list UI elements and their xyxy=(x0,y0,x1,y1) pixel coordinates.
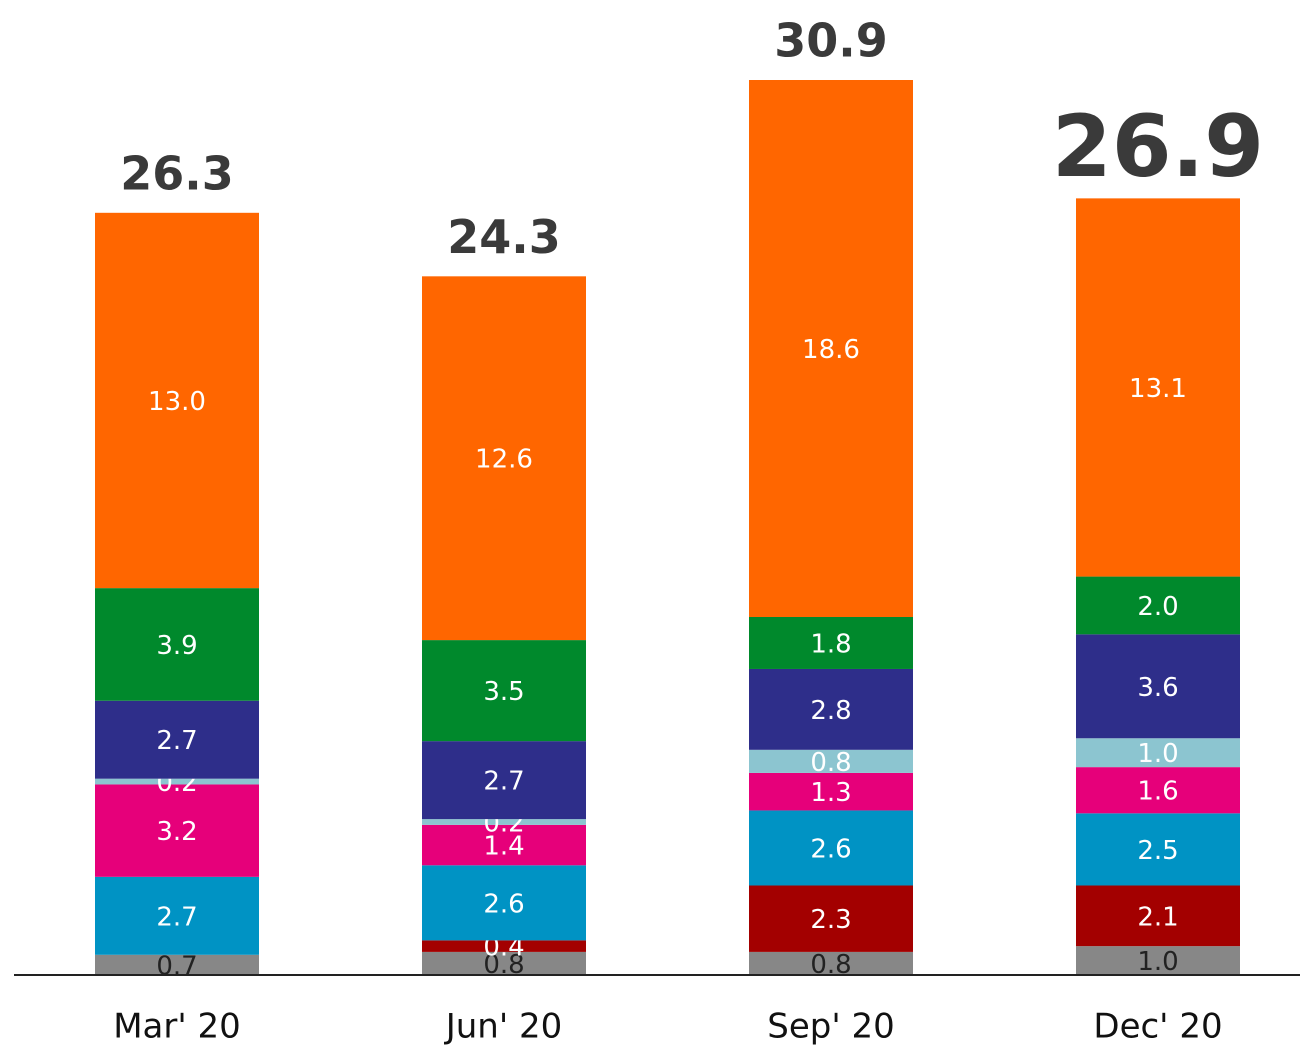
value-label: 13.0 xyxy=(148,387,206,417)
bar-segment xyxy=(1076,576,1240,635)
bar-segment xyxy=(422,824,586,866)
value-label: 1.0 xyxy=(1137,947,1178,977)
x-tick-label: Jun' 20 xyxy=(444,1007,563,1046)
x-tick-label: Sep' 20 xyxy=(767,1007,895,1046)
x-tick-label: Dec' 20 xyxy=(1093,1007,1222,1046)
value-label: 1.0 xyxy=(1137,739,1178,769)
bar-segment xyxy=(422,819,586,825)
bar-segment xyxy=(1076,634,1240,739)
bar-segment xyxy=(1076,198,1240,577)
x-tick-label: Mar' 20 xyxy=(113,1007,241,1046)
bar-segment xyxy=(422,640,586,742)
value-label: 1.4 xyxy=(483,832,524,862)
bar-segment xyxy=(1076,813,1240,886)
bar-segment xyxy=(749,810,913,886)
bar-segment xyxy=(1076,738,1240,768)
bar-segment xyxy=(749,749,913,773)
value-label: 0.7 xyxy=(156,951,197,981)
bar-segment xyxy=(422,951,586,975)
value-label: 1.6 xyxy=(1137,777,1178,807)
total-label: 30.9 xyxy=(774,14,888,68)
value-label: 2.1 xyxy=(1137,902,1178,932)
value-label: 12.6 xyxy=(475,445,533,475)
value-label: 2.6 xyxy=(483,889,524,919)
value-label: 1.8 xyxy=(810,629,851,659)
value-label: 1.3 xyxy=(810,778,851,808)
bar-segment xyxy=(95,954,259,975)
bar-segment xyxy=(95,778,259,785)
value-label: 3.9 xyxy=(156,631,197,661)
bar-segment xyxy=(1076,946,1240,975)
bar-segment xyxy=(749,80,913,617)
value-label: 2.7 xyxy=(156,726,197,756)
value-label: 0.8 xyxy=(810,748,851,778)
bar-segment xyxy=(749,951,913,975)
value-label: 2.7 xyxy=(483,767,524,797)
value-label: 3.6 xyxy=(1137,673,1178,703)
bar-segment xyxy=(95,784,259,877)
bar-segment xyxy=(1076,767,1240,814)
value-label: 2.0 xyxy=(1137,592,1178,622)
bar-segment xyxy=(749,617,913,669)
bar-segment xyxy=(95,876,259,955)
total-label: 26.9 xyxy=(1052,97,1264,197)
value-label: 3.2 xyxy=(156,817,197,847)
bar-segment xyxy=(95,212,259,589)
value-label: 2.5 xyxy=(1137,836,1178,866)
bar-segment xyxy=(95,588,259,701)
value-label: 2.8 xyxy=(810,696,851,726)
value-label: 2.6 xyxy=(810,834,851,864)
bar-segment xyxy=(95,700,259,779)
value-label: 2.3 xyxy=(810,905,851,935)
total-label: 26.3 xyxy=(120,146,234,200)
value-label: 2.7 xyxy=(156,902,197,932)
bar-segment xyxy=(749,772,913,811)
total-label: 24.3 xyxy=(447,210,561,264)
value-label: 3.5 xyxy=(483,677,524,707)
bar-segment xyxy=(422,741,586,820)
value-label: 18.6 xyxy=(802,335,860,365)
bar-segment xyxy=(422,276,586,641)
bar-segment xyxy=(1076,885,1240,947)
bar-segment xyxy=(422,865,586,941)
bar-segment xyxy=(422,940,586,952)
bar-segment xyxy=(749,885,913,952)
value-label: 13.1 xyxy=(1129,374,1187,404)
bar-segment xyxy=(749,668,913,750)
